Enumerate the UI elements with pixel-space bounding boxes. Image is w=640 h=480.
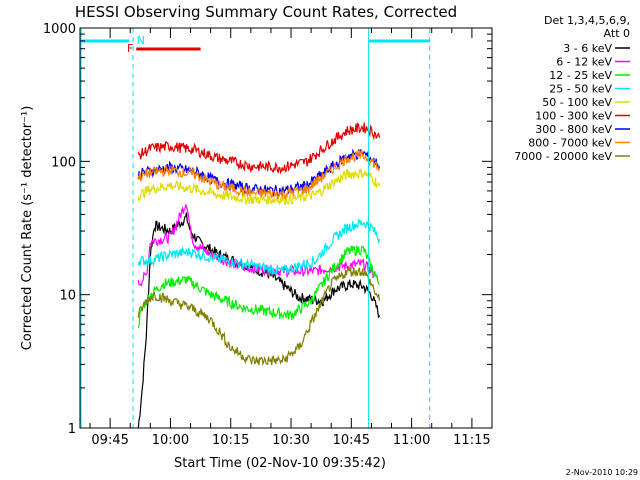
y-tick-label: 100 [51, 155, 76, 170]
legend-entry-label: 100 - 300 keV [535, 110, 612, 123]
series-line-0 [137, 212, 381, 429]
legend-entry-label: 300 - 800 keV [535, 123, 612, 136]
y-tick-label: 1000 [43, 22, 76, 37]
series-line-7 [137, 149, 381, 201]
x-tick-label: 10:00 [152, 433, 189, 448]
legend-entry-label: 50 - 100 keV [542, 96, 612, 109]
legend-entry-label: 25 - 50 keV [549, 83, 612, 96]
x-tick-label: 11:00 [393, 433, 430, 448]
x-tick-label: 10:30 [272, 433, 309, 448]
series-line-8 [137, 265, 381, 367]
chart-title: HESSI Observing Summary Count Rates, Cor… [75, 3, 457, 21]
axes-layer: 09:45 10:00 10:15 10:30 10:45 11:00 11:15 1 10 10… [43, 22, 493, 448]
legend-header-line: Att 0 [604, 27, 630, 40]
legend-entry-label: 800 - 7000 keV [528, 137, 612, 150]
series-line-5 [137, 122, 381, 175]
legend-entry-label: 6 - 12 keV [556, 56, 612, 69]
x-tick-label: 10:15 [212, 433, 249, 448]
legend-header-line: Det 1,3,4,5,6,9, [544, 14, 630, 27]
footer-date: 2-Nov-2010 10:29 [566, 468, 638, 477]
legend-entry-label: 7000 - 20000 keV [514, 150, 612, 163]
x-tick-label: 10:45 [333, 433, 370, 448]
y-axis-label: Corrected Count Rate (s⁻¹ detector⁻¹) [20, 106, 35, 351]
x-tick-label: 09:45 [91, 433, 128, 448]
series-line-1 [137, 203, 376, 287]
series-line-2 [137, 245, 380, 329]
flag-n-label: N [137, 34, 145, 47]
plot-frame [79, 27, 493, 429]
y-tick-label: 1 [68, 422, 76, 437]
flag-f-label: F [127, 42, 133, 55]
series-line-4 [137, 168, 381, 206]
x-tick-label: 11:15 [453, 433, 490, 448]
legend-entry-label: 3 - 6 keV [563, 42, 612, 55]
series-layer [137, 122, 381, 429]
y-tick-label: 10 [59, 289, 76, 304]
marker-layer: NF [80, 28, 431, 428]
legend-entry-label: 12 - 25 keV [549, 69, 612, 82]
series-line-3 [137, 218, 381, 276]
x-axis-label: Start Time (02-Nov-10 09:35:42) [174, 456, 386, 471]
